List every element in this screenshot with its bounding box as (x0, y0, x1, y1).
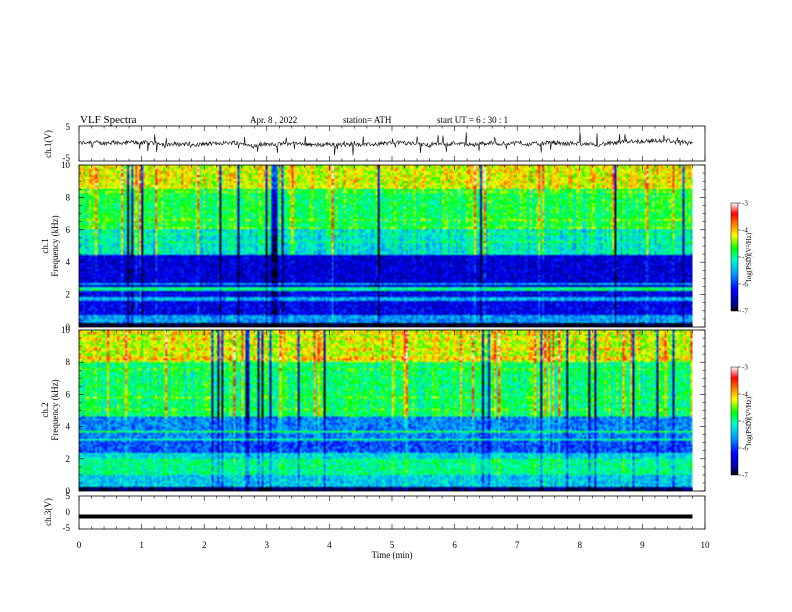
ch1-colorbar: -3 -4 -5 -6 -7 log(PSD)(V²/Hz) (730, 200, 753, 316)
ch2-spectrogram-panel: 0 2 4 6 8 10 ch.2 Frequency (kHz) (40, 325, 706, 496)
y-tick-label: 8 (66, 357, 71, 367)
x-tick-label: 4 (327, 540, 332, 550)
x-tick-label: 0 (77, 540, 82, 550)
time-axis-label: Time (min) (372, 550, 413, 560)
colorbar-tick-label: -3 (742, 364, 748, 372)
ch2-colorbar-ticks: -3 -4 -5 -6 -7 (738, 364, 748, 480)
ch1-spectrogram-yticks: 0 2 4 6 8 10 (61, 160, 705, 332)
figure-title: VLF Spectra (80, 114, 137, 126)
colorbar-tick-label: -7 (742, 472, 748, 480)
y-tick-label: 10 (61, 160, 71, 170)
ch1-ytick-top: 5 (66, 122, 71, 132)
y-tick-label: 2 (66, 290, 71, 300)
x-tick-label: 10 (701, 540, 711, 550)
colorbar-tick-label: -3 (742, 200, 748, 208)
y-tick-label: 8 (66, 192, 71, 202)
ch3-ytick-bottom: -5 (63, 523, 71, 533)
ch1-spectrogram-xticks (78, 165, 706, 327)
ch3-ytick-middle: 0 (66, 507, 71, 517)
ch3-waveform-ticks (78, 496, 706, 529)
ch1-spectrogram-ylabel-channel: ch.1 (40, 238, 50, 253)
time-axis-tick-labels: 0 1 2 3 4 5 6 7 8 9 10 (77, 540, 710, 550)
y-tick-label: 4 (66, 422, 71, 432)
ch1-waveform-panel: 5 -5 ch.1(V) (43, 122, 706, 163)
y-tick-label: 0 (66, 322, 71, 332)
x-tick-label: 5 (390, 540, 395, 550)
ch1-spectrogram-ylabel-frequency: Frequency (kHz) (50, 215, 60, 276)
ch3-waveform-ylabel: ch.3(V) (43, 498, 53, 526)
ch1-colorbar-bar (730, 202, 739, 312)
ch1-spectrogram-panel: 0 2 4 6 8 10 ch.1 Frequency (kHz) (40, 160, 706, 332)
start-time-label: start UT = 6 : 30 : 1 (437, 115, 508, 125)
ch1-waveform-ylabel: ch.1(V) (43, 130, 53, 158)
y-tick-label: 4 (66, 257, 71, 267)
x-tick-label: 1 (139, 540, 144, 550)
x-tick-label: 2 (202, 540, 207, 550)
colorbar-tick-label: -6 (742, 281, 748, 289)
colorbar-tick-label: -5 (742, 254, 748, 262)
x-tick-label: 9 (640, 540, 645, 550)
date-label: Apr. 8 , 2022 (250, 115, 297, 125)
ch2-spectrogram-ylabel-channel: ch.2 (40, 402, 50, 417)
x-tick-label: 3 (265, 540, 270, 550)
ch2-spectrogram-image (79, 330, 693, 491)
y-tick-label: 6 (66, 389, 71, 399)
ch1-colorbar-ticks: -3 -4 -5 -6 -7 (738, 200, 748, 316)
ch3-ytick-top: 5 (66, 491, 71, 501)
ch1-ytick-bottom: -5 (63, 153, 71, 163)
ch1-waveform-ticks (78, 126, 706, 161)
colorbar-tick-label: -6 (742, 445, 748, 453)
x-tick-label: 8 (578, 540, 583, 550)
colorbar-tick-label: -7 (742, 308, 748, 316)
y-tick-label: 10 (61, 325, 71, 335)
figure-header: VLF Spectra Apr. 8 , 2022 station= ATH s… (80, 114, 508, 126)
ch2-spectrogram-xticks (78, 330, 706, 491)
ch2-colorbar: -3 -4 -5 -6 -7 log(PSD)(V²/Hz) (730, 364, 753, 480)
station-label: station= ATH (343, 115, 392, 125)
y-tick-label: 2 (66, 454, 71, 464)
ch2-spectrogram-yticks: 0 2 4 6 8 10 (61, 325, 705, 496)
ch1-spectrogram-image (79, 165, 693, 327)
ch1-waveform-trace (78, 131, 693, 156)
colorbar-tick-label: -5 (742, 418, 748, 426)
colorbar-tick-label: -4 (742, 391, 748, 399)
y-tick-label: 0 (66, 486, 71, 496)
colorbar-tick-label: -4 (742, 227, 748, 235)
x-tick-label: 7 (515, 540, 520, 550)
x-tick-label: 6 (452, 540, 457, 550)
ch2-colorbar-label: log(PSD)(V²/Hz) (745, 396, 753, 445)
ch1-colorbar-label: log(PSD)(V²/Hz) (745, 232, 753, 281)
ch2-spectrogram-ylabel-frequency: Frequency (kHz) (50, 379, 60, 440)
ch3-waveform-panel: 5 0 -5 ch.3(V) (43, 491, 706, 533)
ch2-colorbar-bar (730, 366, 739, 476)
y-tick-label: 6 (66, 225, 71, 235)
